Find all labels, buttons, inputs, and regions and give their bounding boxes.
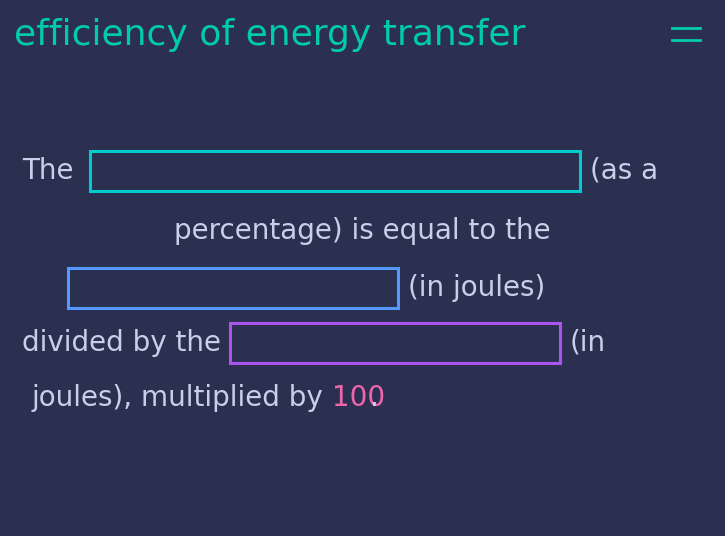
- Text: (in: (in: [570, 329, 606, 357]
- Text: joules), multiplied by: joules), multiplied by: [32, 384, 333, 412]
- Text: (as a: (as a: [590, 157, 658, 185]
- Text: 100: 100: [333, 384, 386, 412]
- FancyBboxPatch shape: [68, 268, 398, 308]
- FancyBboxPatch shape: [230, 323, 560, 363]
- Text: The: The: [22, 157, 73, 185]
- Text: divided by the: divided by the: [22, 329, 221, 357]
- FancyBboxPatch shape: [90, 151, 580, 191]
- Text: efficiency of energy transfer: efficiency of energy transfer: [14, 18, 526, 52]
- Text: percentage) is equal to the: percentage) is equal to the: [174, 217, 551, 245]
- Text: (in joules): (in joules): [408, 274, 545, 302]
- Text: .: .: [370, 384, 379, 412]
